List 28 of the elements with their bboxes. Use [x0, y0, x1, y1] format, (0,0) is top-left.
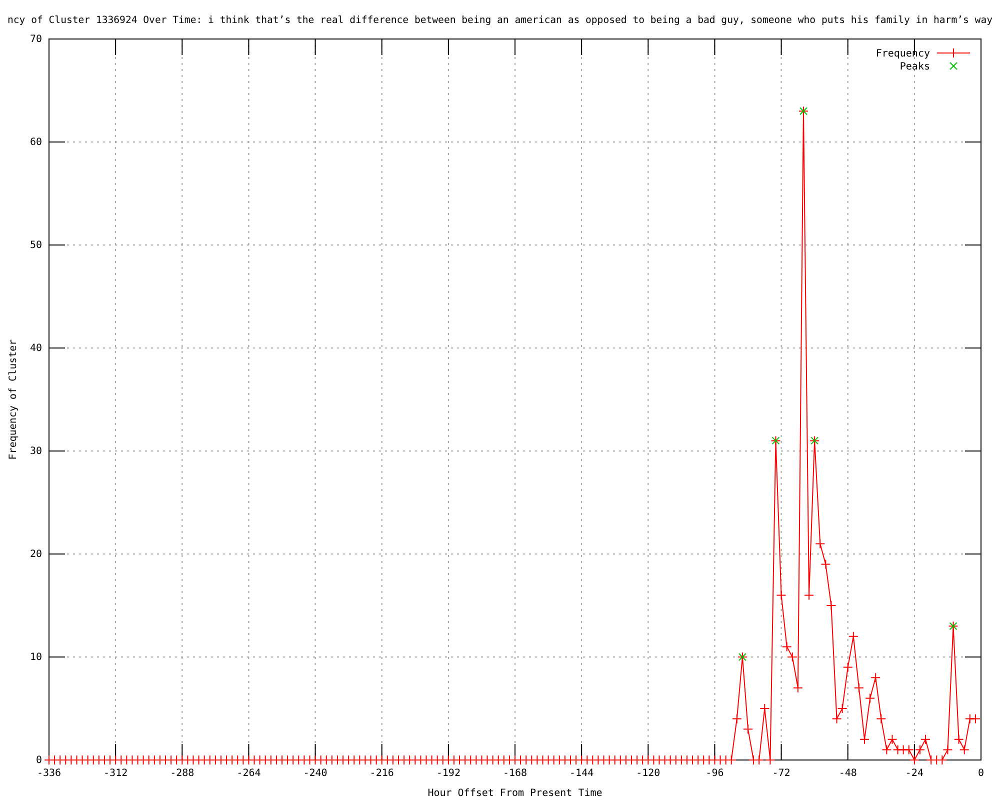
legend-label: Peaks [900, 62, 930, 72]
x-tick-label: -168 [502, 768, 528, 779]
x-tick-label: -192 [436, 768, 460, 779]
y-tick-label: 10 [30, 652, 42, 664]
y-tick-label: 0 [36, 755, 42, 766]
y-axis-title: Frequency of Cluster [8, 339, 19, 460]
x-tick-label: 0 [978, 768, 984, 779]
y-tick-label: 30 [30, 446, 42, 458]
x-tick-label: -24 [905, 768, 924, 779]
x-tick-label: -144 [570, 768, 594, 779]
legend-label: Frequency [876, 48, 930, 60]
x-tick-label: -312 [104, 768, 128, 779]
x-tick-label: -240 [303, 768, 328, 779]
x-tick-label: -120 [636, 768, 660, 779]
y-tick-label: 20 [30, 549, 42, 560]
x-tick-label: -336 [36, 768, 62, 779]
y-tick-label: 60 [30, 137, 42, 148]
chart-title: ncy of Cluster 1336924 Over Time: i think that’s the real difference between being an american as opposed to being a bad guy, someone who puts his family in harm’s way [7, 15, 993, 26]
x-tick-label: -96 [706, 768, 724, 779]
x-tick-label: -216 [370, 768, 394, 779]
x-tick-label: -288 [170, 768, 194, 779]
y-tick-label: 70 [30, 34, 42, 46]
x-tick-label: -48 [838, 768, 857, 779]
y-tick-label: 50 [30, 240, 42, 252]
x-tick-label: -72 [772, 768, 790, 779]
x-tick-label: -264 [236, 768, 261, 779]
x-axis-title: Hour Offset From Present Time [428, 788, 602, 799]
y-tick-label: 40 [30, 343, 42, 354]
